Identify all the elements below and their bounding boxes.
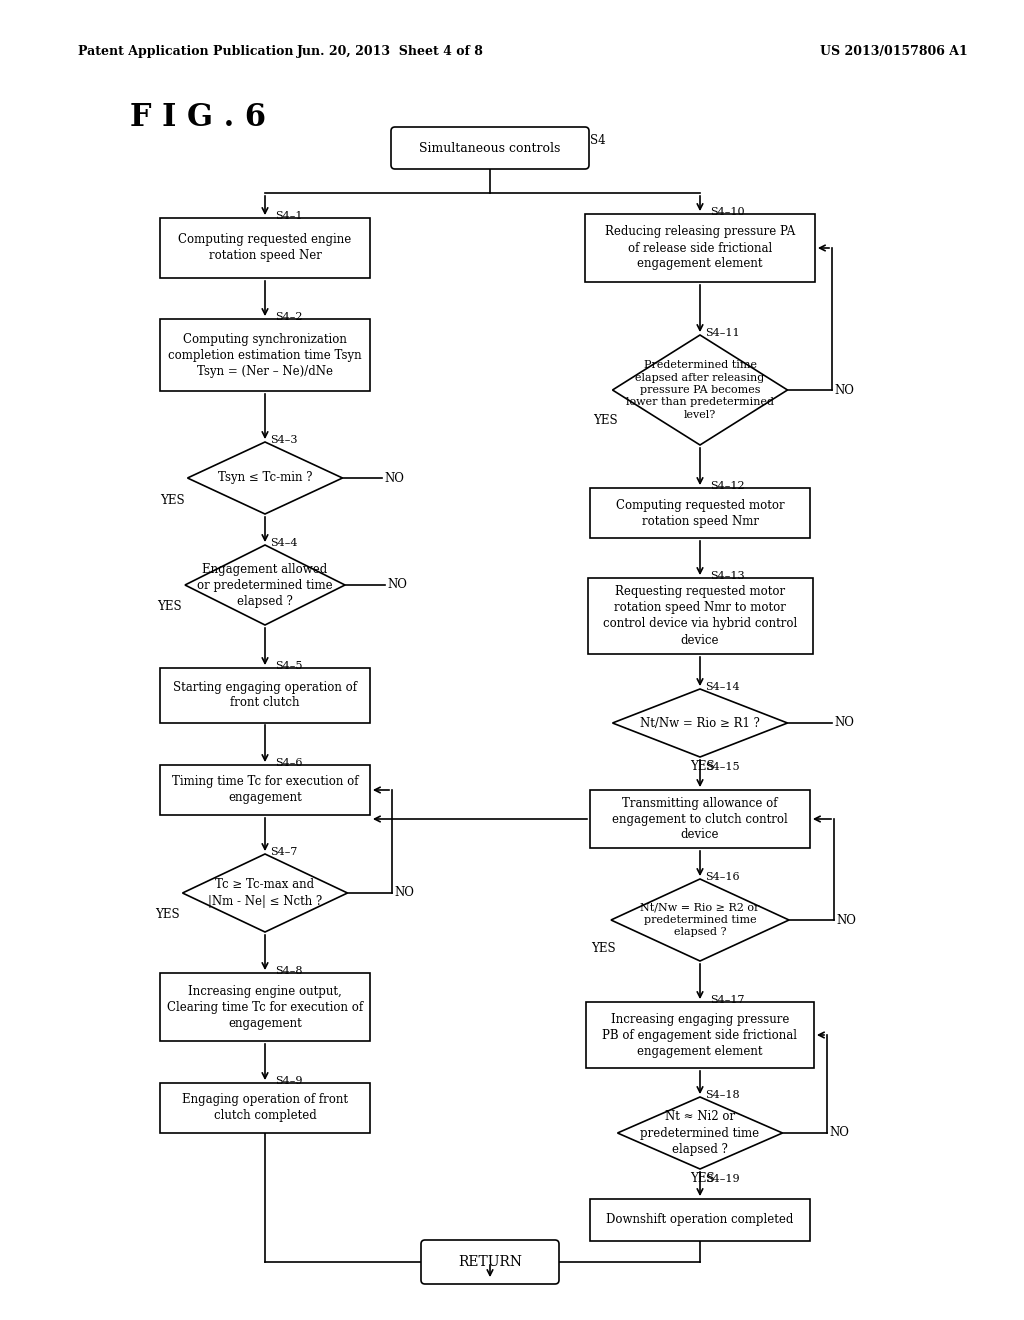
Text: YES: YES xyxy=(690,1172,715,1185)
Text: Patent Application Publication: Patent Application Publication xyxy=(78,45,294,58)
Bar xyxy=(588,578,812,653)
Text: S4–9: S4–9 xyxy=(275,1076,302,1086)
Text: S4–14: S4–14 xyxy=(705,682,739,692)
Text: S4–7: S4–7 xyxy=(270,847,297,857)
Text: S4–6: S4–6 xyxy=(275,758,302,768)
Polygon shape xyxy=(185,545,345,624)
Bar xyxy=(590,789,810,847)
Text: NO: NO xyxy=(394,887,414,899)
Text: Predetermined time
elapsed after releasing
pressure PA becomes
lower than predet: Predetermined time elapsed after releasi… xyxy=(626,360,774,420)
Text: Reducing releasing pressure PA
of release side frictional
engagement element: Reducing releasing pressure PA of releas… xyxy=(605,226,795,271)
Text: S4–13: S4–13 xyxy=(710,572,744,581)
Text: S4–18: S4–18 xyxy=(705,1090,739,1100)
Text: NO: NO xyxy=(836,913,856,927)
Polygon shape xyxy=(612,689,787,756)
Text: NO: NO xyxy=(829,1126,849,1139)
FancyBboxPatch shape xyxy=(421,1239,559,1284)
Bar xyxy=(586,1002,814,1068)
Bar xyxy=(585,214,815,282)
Text: Engagement allowed
or predetermined time
elapsed ?: Engagement allowed or predetermined time… xyxy=(198,562,333,607)
Text: Increasing engaging pressure
PB of engagement side frictional
engagement element: Increasing engaging pressure PB of engag… xyxy=(602,1012,798,1057)
Text: S4–1: S4–1 xyxy=(275,211,302,220)
Text: US 2013/0157806 A1: US 2013/0157806 A1 xyxy=(820,45,968,58)
FancyBboxPatch shape xyxy=(391,127,589,169)
Text: Tc ≥ Tc-max and
|Nm - Ne| ≤ Ncth ?: Tc ≥ Tc-max and |Nm - Ne| ≤ Ncth ? xyxy=(208,879,323,908)
Bar xyxy=(160,218,370,279)
Text: S4–2: S4–2 xyxy=(275,312,302,322)
Text: NO: NO xyxy=(384,471,403,484)
Text: S4–15: S4–15 xyxy=(705,762,739,772)
Bar xyxy=(160,319,370,391)
Text: Simultaneous controls: Simultaneous controls xyxy=(419,141,561,154)
Text: S4–5: S4–5 xyxy=(275,661,302,671)
Text: S4–19: S4–19 xyxy=(705,1173,739,1184)
Polygon shape xyxy=(187,442,342,513)
Polygon shape xyxy=(612,335,787,445)
Bar xyxy=(160,1082,370,1133)
Text: NO: NO xyxy=(834,717,854,730)
Text: YES: YES xyxy=(157,601,181,614)
Bar xyxy=(160,668,370,722)
Text: S4–17: S4–17 xyxy=(710,995,744,1005)
Text: Computing requested motor
rotation speed Nmr: Computing requested motor rotation speed… xyxy=(615,499,784,528)
Text: S4–11: S4–11 xyxy=(705,327,739,338)
Text: Nt/Nw = Rio ≥ R2 or
predetermined time
elapsed ?: Nt/Nw = Rio ≥ R2 or predetermined time e… xyxy=(640,903,760,937)
Text: Requesting requested motor
rotation speed Nmr to motor
control device via hybrid: Requesting requested motor rotation spee… xyxy=(603,586,797,647)
Text: Jun. 20, 2013  Sheet 4 of 8: Jun. 20, 2013 Sheet 4 of 8 xyxy=(297,45,483,58)
Text: Tsyn ≤ Tc-min ?: Tsyn ≤ Tc-min ? xyxy=(218,471,312,484)
Polygon shape xyxy=(611,879,790,961)
Text: Downshift operation completed: Downshift operation completed xyxy=(606,1213,794,1226)
Polygon shape xyxy=(182,854,347,932)
Text: Timing time Tc for execution of
engagement: Timing time Tc for execution of engageme… xyxy=(172,776,358,804)
Text: S4–8: S4–8 xyxy=(275,966,302,975)
Text: Nt ≈ Ni2 or
predetermined time
elapsed ?: Nt ≈ Ni2 or predetermined time elapsed ? xyxy=(640,1110,760,1155)
Text: F I G . 6: F I G . 6 xyxy=(130,103,266,133)
Text: Increasing engine output,
Clearing time Tc for execution of
engagement: Increasing engine output, Clearing time … xyxy=(167,985,364,1030)
Text: S4–10: S4–10 xyxy=(710,207,744,216)
Text: S4–4: S4–4 xyxy=(270,539,298,548)
Bar xyxy=(160,973,370,1041)
Text: Nt/Nw = Rio ≥ R1 ?: Nt/Nw = Rio ≥ R1 ? xyxy=(640,717,760,730)
Text: Engaging operation of front
clutch completed: Engaging operation of front clutch compl… xyxy=(182,1093,348,1122)
Text: YES: YES xyxy=(591,941,615,954)
Bar xyxy=(590,488,810,539)
Text: YES: YES xyxy=(593,413,617,426)
Text: YES: YES xyxy=(155,908,179,921)
Polygon shape xyxy=(617,1097,782,1170)
Text: YES: YES xyxy=(160,494,184,507)
Text: S4–12: S4–12 xyxy=(710,480,744,491)
Bar xyxy=(160,766,370,814)
Text: RETURN: RETURN xyxy=(458,1255,522,1269)
Text: S4–3: S4–3 xyxy=(270,436,298,445)
Text: S4–16: S4–16 xyxy=(705,873,739,882)
Text: NO: NO xyxy=(387,578,407,591)
Text: S4: S4 xyxy=(590,133,605,147)
Text: Starting engaging operation of
front clutch: Starting engaging operation of front clu… xyxy=(173,681,357,710)
Text: Computing synchronization
completion estimation time Tsyn
Tsyn = (Ner – Ne)/dNe: Computing synchronization completion est… xyxy=(168,333,361,378)
Bar xyxy=(590,1199,810,1241)
Text: YES: YES xyxy=(690,760,715,774)
Text: NO: NO xyxy=(834,384,854,396)
Text: Transmitting allowance of
engagement to clutch control
device: Transmitting allowance of engagement to … xyxy=(612,796,787,842)
Text: Computing requested engine
rotation speed Ner: Computing requested engine rotation spee… xyxy=(178,234,351,263)
